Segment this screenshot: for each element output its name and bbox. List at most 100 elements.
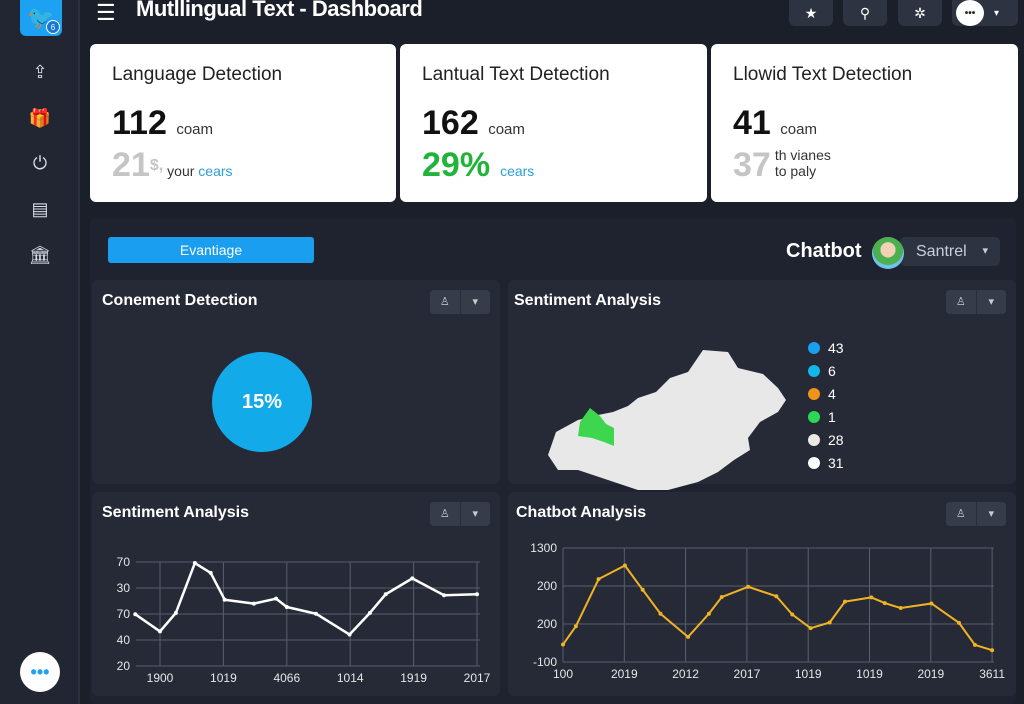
chevron-down-icon: ▾: [994, 7, 1000, 19]
percent-circle: 15%: [212, 352, 312, 452]
user-icon[interactable]: ♙: [430, 290, 461, 314]
panel-detection: Conement Detection ♙ ▾ 15%: [92, 280, 500, 484]
data-point: [133, 612, 138, 617]
data-point: [313, 611, 318, 616]
data-point: [251, 601, 256, 606]
sub-link[interactable]: cears: [198, 163, 233, 179]
card-value: 41 coam: [733, 104, 817, 143]
card-lantual-text-detection: Lantual Text Detection 162 coam 29% cears: [400, 44, 707, 202]
twitter-logo-icon[interactable]: 🐦 6: [20, 0, 62, 36]
chevron-down-icon[interactable]: ▾: [472, 296, 479, 308]
value: 112: [112, 104, 167, 142]
data-point: [222, 597, 227, 602]
value: 162: [422, 104, 479, 142]
chevron-down-icon[interactable]: ▾: [988, 296, 995, 308]
hamburger-icon[interactable]: ☰: [96, 0, 116, 25]
region-map[interactable]: [538, 320, 798, 490]
more-icon: •••: [956, 0, 984, 26]
card-sub: 21 $, your cears: [112, 146, 233, 185]
document-icon[interactable]: ▤: [31, 199, 49, 219]
user-icon[interactable]: ♙: [430, 502, 461, 526]
panel-title: Conement Detection: [102, 292, 258, 309]
panel-controls[interactable]: ♙ ▾: [946, 502, 1006, 526]
data-point: [284, 604, 289, 609]
data-point: [475, 592, 479, 597]
select-value: Santrel: [916, 243, 967, 260]
panel-controls[interactable]: ♙ ▾: [946, 290, 1006, 314]
card-sub: 29% cears: [422, 146, 534, 185]
card-title: Lantual Text Detection: [422, 64, 610, 85]
x-tick-label: 4066: [273, 671, 300, 685]
upload-icon[interactable]: ⇪: [32, 62, 48, 82]
data-point: [347, 632, 352, 637]
unit: coam: [488, 121, 525, 138]
search-button[interactable]: ⚲: [843, 0, 887, 26]
data-point: [274, 596, 279, 601]
y-tick-label: 40: [117, 633, 131, 647]
user-icon[interactable]: ♙: [946, 502, 977, 526]
map-region: [548, 350, 786, 490]
sidebar: 🐦 6 ⇪ 🎁 ⏻ ▤ 🏛 •••: [0, 0, 80, 704]
data-point: [192, 561, 197, 566]
legend-item: 4: [808, 382, 844, 405]
x-tick-label: 2017: [464, 671, 491, 685]
y-tick-label: 30: [117, 581, 131, 595]
card-value: 112 coam: [112, 104, 213, 143]
notification-badge: 6: [46, 20, 60, 34]
evantiage-button[interactable]: Evantiage: [108, 237, 314, 263]
map-legend: 43 6 4 1 28 31: [808, 336, 844, 474]
y-tick-label: 20: [117, 659, 131, 673]
gift-icon[interactable]: 🎁: [28, 108, 52, 128]
legend-item: 6: [808, 359, 844, 382]
user-select[interactable]: Santrel ▾: [900, 237, 1000, 266]
panel-title: Chatbot Analysis: [516, 504, 647, 521]
x-tick-label: 1014: [337, 671, 364, 685]
panel-title: Sentiment Analysis: [514, 292, 662, 309]
y-tick-label: 70: [117, 607, 131, 621]
legend-item: 43: [808, 336, 844, 359]
power-icon[interactable]: ⏻: [32, 153, 48, 173]
sub-mark: $,: [149, 157, 164, 174]
unit: coam: [176, 121, 213, 138]
card-language-detection: Language Detection 112 coam 21 $, your cea…: [90, 44, 396, 202]
card-value: 162 coam: [422, 104, 525, 143]
data-point: [158, 629, 162, 634]
value: 41: [733, 104, 771, 142]
chat-button[interactable]: •••: [20, 652, 60, 692]
panel-map: Sentiment Analysis ♙ ▾ 43 6 4 1 28 31: [508, 280, 1016, 490]
more-menu-button[interactable]: ••• ▾: [952, 0, 1018, 26]
chevron-down-icon[interactable]: ▾: [472, 508, 479, 520]
panel-controls[interactable]: ♙ ▾: [430, 502, 490, 526]
sub-line: to paly: [774, 163, 817, 179]
user-icon[interactable]: ♙: [946, 290, 977, 314]
series-line: [134, 561, 478, 636]
link-button[interactable]: ✲: [898, 0, 942, 26]
sub-line: th vianes: [774, 147, 831, 163]
card-title: Language Detection: [112, 64, 283, 85]
panel-title: Sentiment Analysis: [102, 504, 250, 521]
chevron-down-icon: ▾: [982, 245, 988, 257]
data-point: [383, 592, 388, 597]
bank-icon[interactable]: 🏛: [28, 245, 52, 265]
x-tick-label: 1900: [147, 671, 174, 685]
x-tick-label: 1019: [210, 671, 237, 685]
data-point: [410, 576, 415, 581]
legend-item: 1: [808, 405, 844, 428]
data-point: [208, 570, 213, 575]
data-point: [442, 593, 447, 598]
sub-link[interactable]: cears: [500, 163, 535, 179]
panel-controls[interactable]: ♙ ▾: [430, 290, 490, 314]
chevron-down-icon[interactable]: ▾: [988, 508, 995, 520]
legend-item: 31: [808, 451, 844, 474]
x-tick-label: 1919: [400, 671, 427, 685]
data-point: [173, 610, 178, 615]
avatar[interactable]: [872, 237, 904, 269]
sub-value: 37: [733, 146, 771, 184]
data-point: [367, 610, 372, 615]
star-button[interactable]: ★: [789, 0, 833, 26]
chatbot-label: Chatbot: [786, 240, 862, 262]
legend-item: 28: [808, 428, 844, 451]
